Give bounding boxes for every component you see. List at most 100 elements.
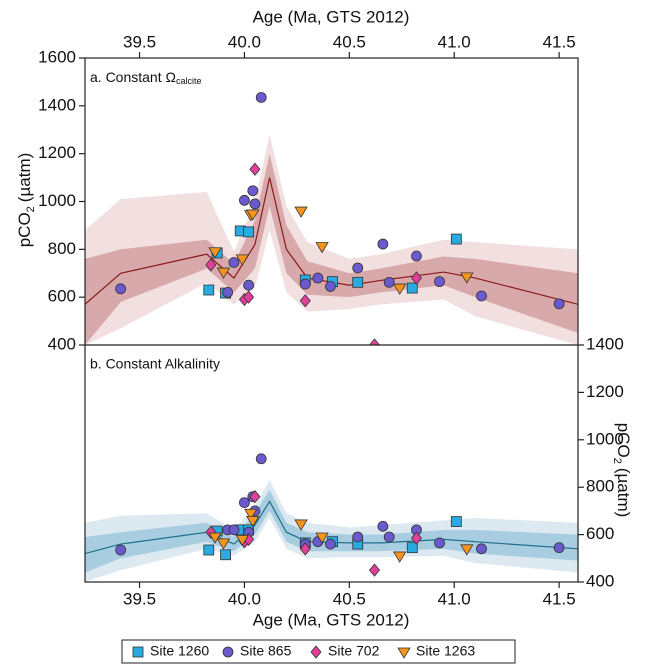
plot-frame	[84, 57, 579, 583]
inner-band	[85, 153, 578, 345]
marker	[476, 290, 487, 302]
y-tick-label: 1400	[38, 95, 76, 114]
marker	[220, 549, 231, 561]
marker	[410, 531, 422, 545]
marker	[406, 542, 418, 554]
marker	[235, 534, 250, 547]
marker	[244, 508, 258, 521]
legend-swatch	[397, 647, 411, 659]
marker	[368, 563, 381, 577]
marker	[249, 198, 261, 210]
panel-b-title: b. Constant Alkalinity	[90, 356, 220, 372]
marker	[299, 542, 311, 556]
x-tick-label: 40.5	[333, 32, 366, 51]
marker	[434, 276, 445, 288]
legend-label: Site 1263	[416, 643, 475, 659]
ylabel-sub: 2	[611, 458, 623, 464]
marker	[406, 282, 418, 294]
marker	[411, 250, 422, 262]
y-tick-label: 400	[586, 571, 614, 590]
inner-band	[85, 489, 578, 573]
marker	[352, 276, 364, 288]
center-line	[85, 177, 578, 305]
y-tick-label: 800	[48, 239, 76, 258]
x-tick-label: 39.5	[123, 589, 156, 608]
marker	[553, 542, 565, 554]
marker	[243, 279, 255, 291]
marker	[460, 544, 474, 556]
title-subscript: calcite	[176, 76, 202, 86]
x-tick-label: 41.0	[438, 589, 471, 608]
marker	[294, 206, 308, 218]
marker	[243, 290, 255, 304]
envelope	[85, 134, 578, 345]
y-tick-label: 1200	[38, 143, 76, 162]
marker	[255, 453, 267, 465]
ylabel-unit: (µatm)	[15, 153, 34, 202]
y-tick-label: 1200	[586, 382, 624, 401]
marker	[203, 544, 215, 556]
legend-label: Site 865	[240, 643, 292, 659]
ylabel-unit: (µatm)	[614, 468, 633, 517]
legend-swatch	[132, 646, 144, 658]
marker	[255, 92, 267, 103]
marker	[460, 272, 474, 284]
top-x-axis-title: Age (Ma, GTS 2012)	[253, 7, 410, 26]
x-tick-label: 40.0	[228, 589, 261, 608]
marker	[392, 551, 407, 563]
marker	[115, 544, 127, 556]
marker	[553, 298, 565, 310]
marker	[299, 294, 311, 308]
points	[115, 92, 565, 345]
y-tick-label: 1600	[38, 47, 76, 66]
marker	[216, 538, 231, 550]
x-tick-label: 41.0	[438, 32, 471, 51]
x-tick-label: 40.5	[333, 589, 366, 608]
marker	[228, 257, 240, 268]
marker	[243, 226, 255, 238]
marker	[299, 278, 311, 290]
points	[115, 453, 565, 577]
x-tick-label: 41.5	[543, 32, 576, 51]
marker	[246, 515, 260, 528]
marker	[383, 531, 395, 543]
marker	[476, 543, 487, 555]
marker	[235, 254, 250, 266]
marker	[410, 271, 422, 285]
panel-a-title: a. Constant Ωcalcite	[90, 69, 201, 87]
x-tick-label: 40.0	[228, 32, 261, 51]
marker	[368, 338, 381, 345]
marker	[377, 238, 389, 250]
marker	[247, 185, 259, 197]
marker	[325, 281, 336, 292]
outer-band	[85, 134, 578, 345]
marker	[383, 276, 395, 288]
marker	[246, 209, 260, 221]
marker	[450, 233, 462, 245]
y-tick-label: 1000	[586, 429, 624, 448]
legend-label: Site 1260	[150, 643, 209, 659]
marker	[216, 267, 231, 279]
marker	[222, 286, 234, 298]
legend-swatch	[310, 645, 322, 659]
marker	[325, 538, 336, 550]
marker	[239, 194, 250, 206]
marker	[450, 516, 462, 527]
marker	[315, 242, 329, 254]
title-text: a. Constant Ω	[90, 69, 176, 85]
ylabel-text: pCO	[614, 423, 633, 458]
x-tick-label: 39.5	[123, 32, 156, 51]
marker	[352, 262, 364, 274]
marker	[208, 532, 222, 544]
marker	[392, 283, 407, 295]
y-tick-label: 1400	[586, 334, 624, 353]
marker	[239, 497, 250, 509]
x-tick-label: 41.5	[543, 589, 576, 608]
marker	[208, 247, 222, 259]
marker	[203, 284, 215, 296]
marker	[249, 490, 261, 504]
envelope	[85, 480, 578, 582]
left-y-axis-title: pCO2 (µatm)	[15, 153, 36, 248]
marker	[312, 272, 324, 284]
